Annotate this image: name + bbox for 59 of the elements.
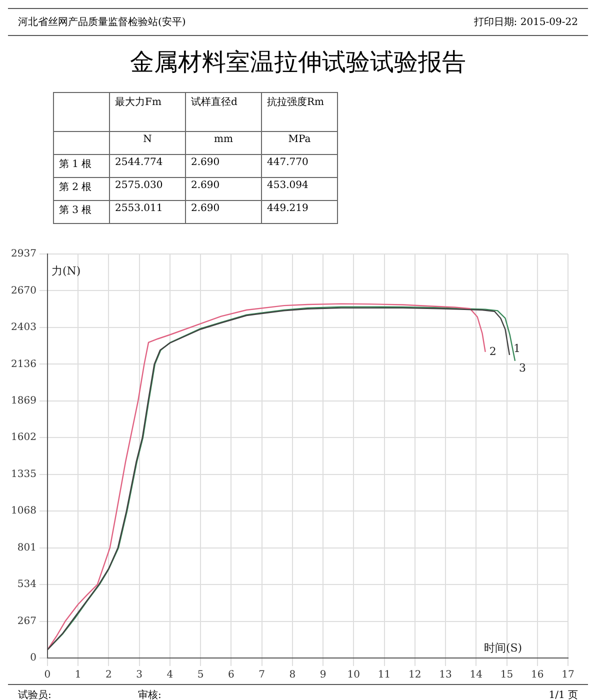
x-tick-label: 10 <box>347 670 360 681</box>
x-tick-label: 0 <box>44 670 51 681</box>
text: 第 2 根 <box>54 178 110 200</box>
y-tick-label: 2937 <box>10 248 36 260</box>
y-tick-label: 2670 <box>10 285 36 296</box>
series-label: 1 <box>514 342 521 355</box>
x-tick-label: 13 <box>439 670 452 681</box>
x-tick-label: 2 <box>106 670 112 681</box>
x-tick-label: 9 <box>320 670 326 681</box>
x-tick-label: 15 <box>500 670 514 681</box>
x-tick-label: 5 <box>197 670 204 681</box>
text: 2.690 <box>186 154 262 178</box>
text: 2.690 <box>186 200 262 224</box>
x-tick-label: 1 <box>74 670 82 681</box>
text: 447.770 <box>262 154 338 178</box>
y-tick-label: 534 <box>17 579 36 590</box>
text: 2544.774 <box>110 154 186 178</box>
text: 449.219 <box>262 200 338 224</box>
y-tick-label: 2136 <box>10 358 36 370</box>
text: 2553.011 <box>110 200 186 224</box>
text: 第 3 根 <box>54 200 110 224</box>
text: 抗拉强度Rm <box>262 92 338 132</box>
x-tick-label: 11 <box>378 670 391 681</box>
y-axis-title: 力(N) <box>51 264 81 278</box>
x-tick-label: 3 <box>136 670 142 681</box>
x-tick-label: 4 <box>166 670 174 681</box>
y-tick-label: 801 <box>17 542 36 554</box>
text: 金属材料室温拉伸试验试验报告 <box>129 47 467 78</box>
text: 最大力Fm <box>110 92 186 132</box>
y-tick-label: 1068 <box>10 506 36 517</box>
y-tick-label: 1869 <box>10 396 36 407</box>
text: 2.690 <box>186 178 262 200</box>
text: 河北省丝网产品质量监督检验站(安平) <box>18 16 186 29</box>
x-axis-title: 时间(S) <box>484 641 522 654</box>
x-tick-label: 14 <box>470 670 483 681</box>
x-tick-label: 16 <box>531 670 544 681</box>
y-tick-label: 1602 <box>10 432 36 444</box>
text: N <box>110 132 186 154</box>
x-tick-label: 8 <box>289 670 296 681</box>
text: 试样直径d <box>186 92 262 132</box>
text: 453.094 <box>262 178 338 200</box>
series-label: 3 <box>519 362 526 375</box>
text: mm <box>186 132 262 154</box>
x-tick-label: 17 <box>562 670 574 681</box>
x-tick-label: 12 <box>408 670 422 681</box>
text: 第 1 根 <box>54 154 110 178</box>
series-label: 2 <box>489 344 496 358</box>
text: 2575.030 <box>110 178 186 200</box>
text: MPa <box>262 132 338 154</box>
y-tick-label: 1335 <box>10 468 36 480</box>
y-tick-label: 0 <box>30 652 36 664</box>
text: 1/1 页 <box>548 689 578 700</box>
y-tick-label: 2403 <box>10 322 36 334</box>
x-tick-label: 7 <box>258 670 265 681</box>
y-tick-label: 267 <box>17 616 36 627</box>
text: 试验员: <box>18 688 52 700</box>
text: 打印日期: 2015-09-22 <box>474 16 578 29</box>
x-tick-label: 6 <box>228 670 234 681</box>
text: 审核: <box>138 688 162 700</box>
